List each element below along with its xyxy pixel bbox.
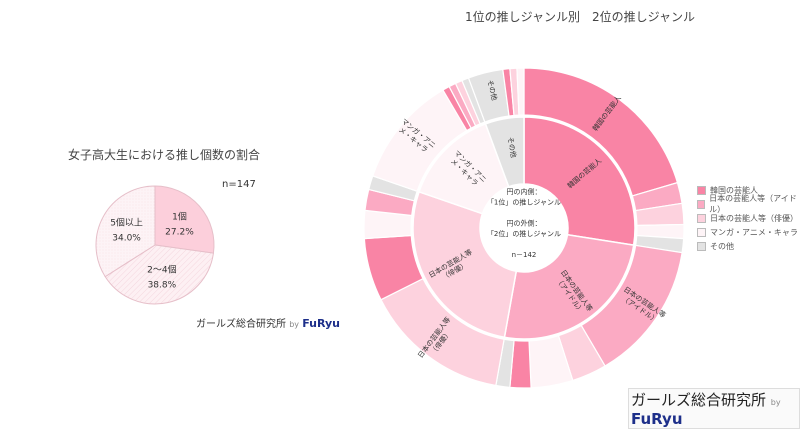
- pie-sample-size: n=147: [222, 179, 256, 190]
- brand-small: ガールズ総合研究所 by FuRyu: [196, 315, 340, 330]
- center-text: 円の外側：: [507, 219, 542, 228]
- pie-slice-label: 1個: [172, 211, 187, 223]
- pie-slice: [154, 185, 215, 254]
- inner-label: その他: [506, 136, 519, 158]
- pie-slice-value: 34.0%: [112, 233, 141, 243]
- charts-canvas: 1個 27.2% 2〜4個 38.8% 5個以上 34.0% 韓国の芸能人韓国の芸能人日本…: [95, 67, 685, 389]
- legend-swatch: [697, 241, 706, 251]
- center-text: 「1位」の推しジャンル: [487, 198, 561, 207]
- center-hole: [480, 184, 568, 272]
- legend-item-manga: マンガ・アニメ・キャラ: [697, 225, 800, 239]
- pie-slice: [95, 185, 156, 278]
- legend-item-other: その他: [697, 239, 800, 253]
- legend-label: マンガ・アニメ・キャラ: [710, 227, 798, 237]
- sunburst-title: 1位の推しジャンル別 2位の推しジャンル: [464, 10, 696, 24]
- legend-label: 韓国の芸能人: [710, 185, 758, 195]
- legend-label: 日本の芸能人等（アイドル）: [709, 194, 797, 214]
- pie-chart: 1個 27.2% 2〜4個 38.8% 5個以上 34.0%: [95, 185, 215, 305]
- brand-name: ガールズ総合研究所: [631, 391, 767, 409]
- furyu-logo: FuRyu: [302, 317, 340, 330]
- legend-swatch: [697, 227, 706, 237]
- inner-segment-actor: [412, 190, 518, 339]
- legend-label: 日本の芸能人等（俳優）: [710, 213, 798, 223]
- outer-segment-manga: [516, 67, 525, 116]
- pie-slice-label: 5個以上: [110, 216, 143, 228]
- legend-label: その他: [710, 241, 734, 251]
- legend-swatch: [697, 199, 706, 209]
- pie-slice-value: 38.8%: [148, 281, 177, 291]
- legend-item-idol: 日本の芸能人等（アイドル）: [697, 194, 800, 214]
- center-text: 円の内側：: [507, 187, 542, 196]
- legend-swatch: [697, 213, 706, 223]
- furyu-logo: FuRyu: [631, 410, 683, 428]
- legend: 韓国の芸能人 日本の芸能人等（アイドル） 日本の芸能人等（俳優） マンガ・アニメ・キャ…: [697, 183, 800, 253]
- legend-swatch: [697, 185, 706, 195]
- pie-slice-label: 2〜4個: [147, 264, 176, 276]
- pie-slice-value: 27.2%: [165, 228, 194, 238]
- brand-by: by: [770, 398, 781, 407]
- brand-by: by: [289, 320, 299, 329]
- center-text: 「2位」の推しジャンル: [487, 229, 561, 238]
- brand-large: ガールズ総合研究所 by FuRyu: [628, 388, 800, 429]
- center-text: n－142: [512, 251, 537, 259]
- legend-item-korean: 韓国の芸能人: [697, 183, 800, 197]
- legend-item-actor: 日本の芸能人等（俳優）: [697, 211, 800, 225]
- brand-name: ガールズ総合研究所: [196, 319, 286, 330]
- pie-title: 女子高大生における推し個数の割合: [68, 148, 261, 162]
